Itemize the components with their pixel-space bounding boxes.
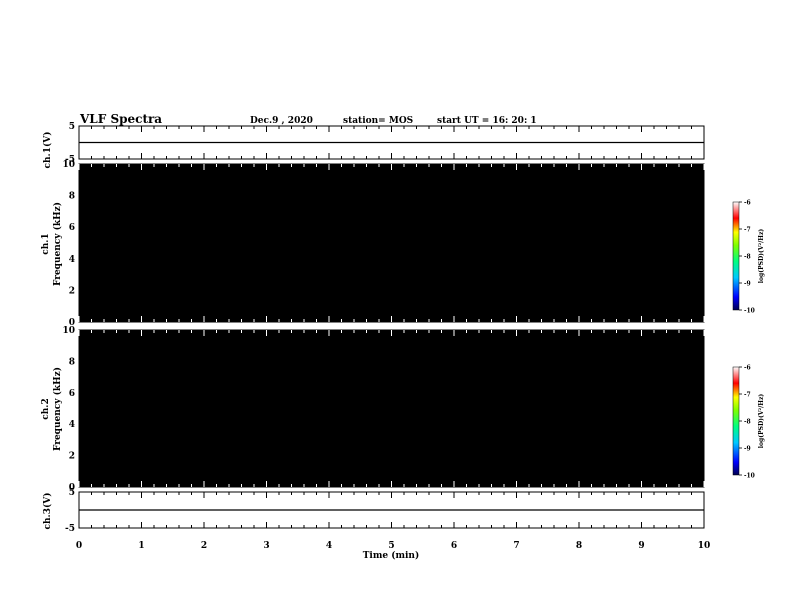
header-date: Dec.9 , 2020 (250, 116, 313, 126)
x-tick-label: 5 (388, 541, 394, 551)
x-tick-label: 3 (263, 541, 269, 551)
ch2-spec-ytick-label: 6 (69, 389, 75, 399)
colorbar-tick-label: -9 (744, 446, 751, 453)
header-station: station= MOS (343, 116, 413, 126)
colorbar-tick-label: -10 (744, 473, 755, 480)
colorbar-tick-label: -8 (744, 419, 751, 426)
ch3-wave-ytick-label: -5 (65, 524, 75, 534)
ch1-colorbar (732, 201, 740, 311)
x-tick-label: 4 (326, 541, 332, 551)
ch1-colorbar-label: log(PSD)(V²/Hz) (758, 229, 765, 284)
colorbar-tick-label: -9 (744, 281, 751, 288)
ch2-spec-frame (78, 329, 705, 488)
ch2-colorbar-label: log(PSD)(V²/Hz) (758, 394, 765, 449)
ch2-spec-ytick-label: 10 (62, 326, 75, 336)
ch1-spec-ylabel: Frequency (kHz) (52, 202, 63, 286)
x-tick-label: 10 (698, 541, 711, 551)
ch1-wave-ytick-label: -5 (65, 155, 75, 165)
colorbar-tick-label: -10 (744, 308, 755, 315)
ch1-spec-ytick-label: 8 (69, 192, 75, 202)
ch2-spec-ylabel-top: ch.2 (41, 398, 51, 419)
ch1-wave-ytick-label: 5 (69, 122, 75, 132)
x-tick-label: 2 (201, 541, 207, 551)
ch3-waveform-ylabel: ch.3(V) (42, 493, 53, 530)
colorbar-tick-label: -7 (744, 227, 751, 234)
x-tick-label: 1 (138, 541, 144, 551)
x-tick-label: 6 (451, 541, 457, 551)
colorbar-tick-label: -7 (744, 392, 751, 399)
x-tick-label: 9 (638, 541, 644, 551)
colorbar-tick-label: -6 (744, 200, 751, 207)
x-axis-label: Time (min) (363, 550, 420, 561)
ch1-waveform-ylabel: ch.1(V) (42, 132, 53, 169)
x-tick-label: 0 (76, 541, 82, 551)
colorbar-tick-label: -6 (744, 365, 751, 372)
ch2-spec-ytick-label: 8 (69, 357, 75, 367)
colorbar-ticks: -6 -7 -8 -9 -10 -6 -7 -8 -9 -10 (739, 200, 755, 480)
ch1-spec-ylabel-top: ch.1 (41, 233, 51, 254)
ch2-spec-ytick-label: 2 (69, 452, 75, 462)
x-tick-label: 7 (513, 541, 519, 551)
ch2-spec-ytick-label: 0 (69, 483, 75, 493)
ch2-colorbar (732, 366, 740, 476)
ch1-spec-ytick-label: 0 (69, 318, 75, 328)
ch1-spec-ytick-label: 2 (69, 286, 75, 296)
figure-title: VLF Spectra (79, 112, 162, 126)
x-tick-label: 8 (576, 541, 582, 551)
ch2-spec-ylabel: Frequency (kHz) (52, 367, 63, 451)
colorbar-tick-label: -8 (744, 254, 751, 261)
ch1-spec-ytick-label: 6 (69, 223, 75, 233)
ch2-spec-ytick-label: 4 (69, 420, 75, 430)
ch3-wave-ytick-label: 5 (69, 488, 75, 498)
ch1-spec-ytick-label: 10 (62, 160, 75, 170)
ch1-spec-ytick-label: 4 (69, 255, 75, 265)
header-start-time: start UT = 16: 20: 1 (437, 116, 537, 126)
ch1-spec-frame (78, 163, 705, 323)
